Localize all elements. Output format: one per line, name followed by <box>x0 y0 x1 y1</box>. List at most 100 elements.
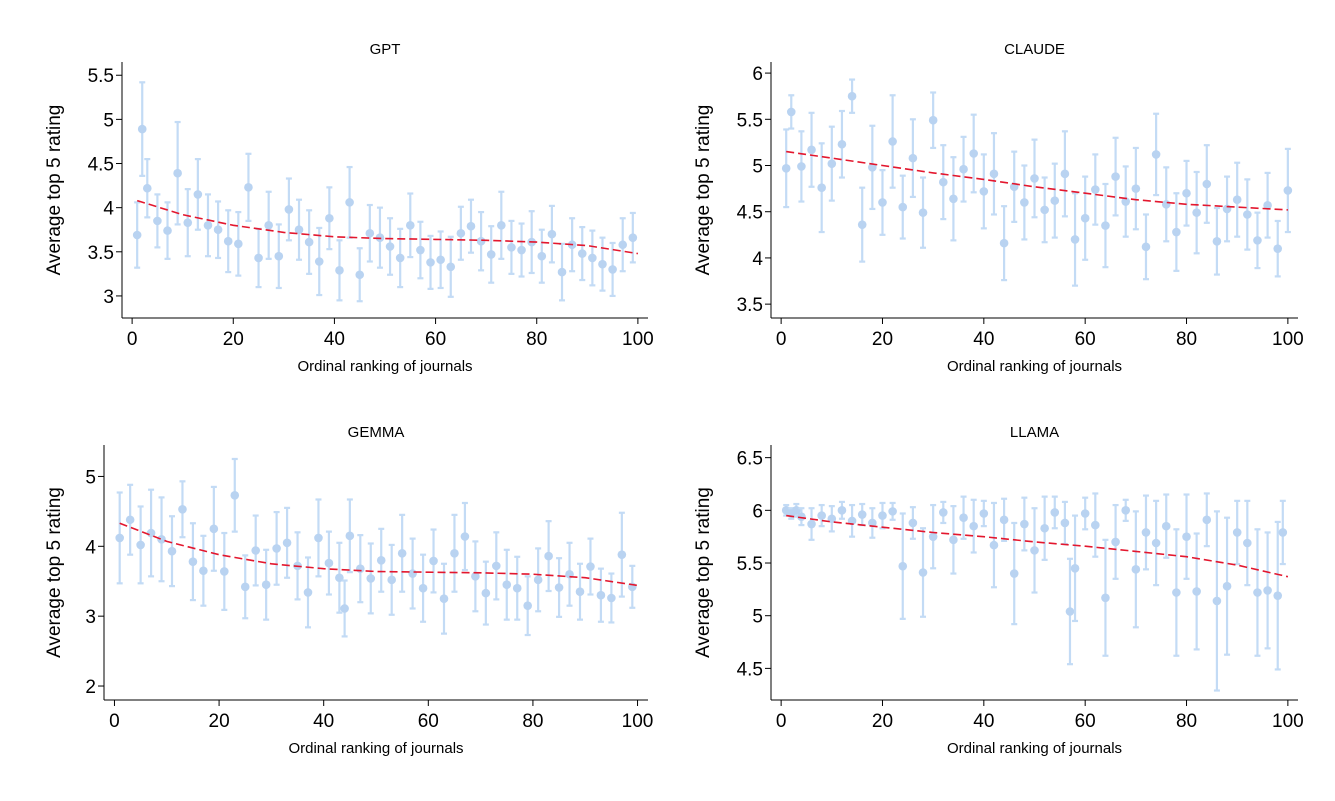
data-point <box>324 558 334 568</box>
data-point <box>949 194 958 204</box>
data-point <box>1273 244 1283 253</box>
data-point <box>837 506 847 515</box>
data-point <box>234 239 243 249</box>
data-point <box>857 510 867 519</box>
data-point <box>979 509 989 518</box>
panel-claude: CLAUDE 0 20 40 60 80 100 3.5 4 4.5 5 5.5 6 Ordinal ra… <box>693 41 1304 375</box>
data-point <box>1232 195 1242 205</box>
x-tick-label: 0 <box>109 711 120 732</box>
data-point <box>254 253 263 263</box>
y-tick-label: 3.5 <box>737 295 763 316</box>
data-point <box>1161 200 1171 209</box>
x-tick-label: 0 <box>776 711 787 732</box>
y-tick-label: 4 <box>103 199 114 220</box>
data-point <box>282 538 292 548</box>
data-point <box>1070 563 1080 573</box>
data-point <box>786 107 796 117</box>
data-point <box>512 583 522 593</box>
data-point <box>1202 515 1212 525</box>
data-point <box>1151 538 1161 548</box>
data-point <box>173 168 182 178</box>
data-point <box>547 229 557 239</box>
data-point <box>294 225 304 235</box>
panel-title: GEMMA <box>348 424 405 441</box>
data-point <box>193 190 203 199</box>
data-point <box>251 546 260 555</box>
data-point <box>1232 528 1242 537</box>
data-point <box>142 183 152 193</box>
data-point <box>365 228 375 238</box>
data-point <box>1283 186 1293 195</box>
data-point <box>1243 538 1252 548</box>
data-point <box>888 137 897 146</box>
data-point <box>878 198 887 207</box>
data-point <box>429 556 438 566</box>
data-point <box>1065 607 1075 616</box>
data-point <box>878 511 887 520</box>
x-tick-label: 40 <box>973 329 994 350</box>
data-points <box>781 492 1288 692</box>
data-point <box>1278 528 1288 537</box>
data-point <box>979 187 989 196</box>
data-points <box>132 81 638 303</box>
data-point <box>1040 205 1049 215</box>
data-point <box>366 574 376 583</box>
data-point <box>1172 588 1181 597</box>
y-tick-label: 6.5 <box>737 449 763 470</box>
data-point <box>446 262 456 272</box>
data-point <box>136 540 145 550</box>
data-point <box>533 575 543 585</box>
data-point <box>460 532 470 541</box>
data-point <box>397 548 407 558</box>
x-tick-label: 40 <box>324 329 345 350</box>
x-tick-label: 80 <box>1176 711 1197 732</box>
data-point <box>523 601 532 610</box>
data-point <box>1253 236 1262 245</box>
data-point <box>183 218 193 227</box>
panel-llama: LLAMA 0 20 40 60 80 100 4.5 5 5.5 6 6.5 Ordinal rank… <box>693 424 1304 757</box>
data-point <box>554 583 564 592</box>
data-point <box>608 265 617 274</box>
data-point <box>969 149 978 158</box>
y-tick-label: 5.5 <box>737 554 763 575</box>
data-point <box>1151 150 1161 159</box>
x-tick-label: 80 <box>1176 329 1197 350</box>
x-tick-label: 80 <box>526 329 547 350</box>
y-tick-label: 5 <box>85 467 96 488</box>
fitted-trend-line <box>786 514 1289 578</box>
data-point <box>1121 506 1131 515</box>
x-tick-label: 60 <box>1075 329 1096 350</box>
x-tick-label: 20 <box>872 711 893 732</box>
data-point <box>481 588 491 598</box>
data-point <box>999 515 1009 525</box>
panel-title: CLAUDE <box>1004 41 1065 58</box>
data-point <box>588 253 597 263</box>
data-point <box>1030 174 1039 183</box>
data-point <box>1111 172 1120 181</box>
data-points <box>781 78 1293 287</box>
data-point <box>918 208 928 217</box>
data-point <box>244 183 253 192</box>
data-point <box>1131 565 1141 574</box>
data-point <box>1091 185 1100 194</box>
data-point <box>959 513 968 523</box>
data-point <box>167 546 177 556</box>
data-point <box>1040 523 1049 533</box>
y-tick-label: 5.5 <box>88 66 114 87</box>
data-point <box>1080 213 1090 223</box>
data-point <box>517 245 526 255</box>
data-point <box>1020 198 1029 207</box>
data-point <box>628 233 638 242</box>
panel-title: GPT <box>370 41 401 58</box>
data-point <box>418 583 428 593</box>
data-point <box>575 587 585 597</box>
data-point <box>304 237 314 247</box>
data-point <box>1030 546 1039 555</box>
data-point <box>486 250 496 259</box>
data-point <box>1070 235 1080 244</box>
data-point <box>356 564 365 573</box>
data-point <box>1172 227 1181 237</box>
panel-title: LLAMA <box>1010 424 1059 441</box>
data-point <box>385 242 395 251</box>
